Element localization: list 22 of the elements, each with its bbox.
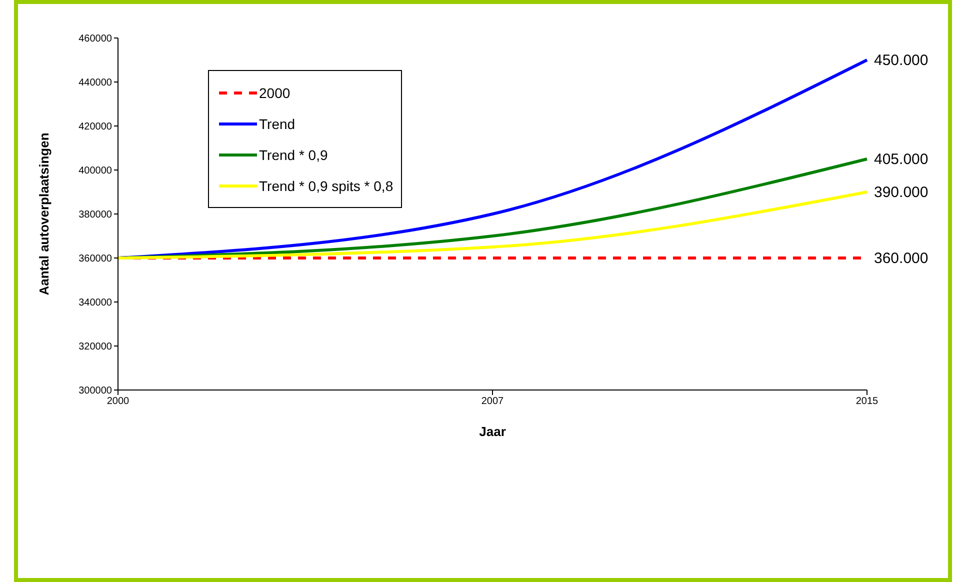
y-tick-label: 440000 xyxy=(78,78,112,89)
data-label: 405.000 xyxy=(874,151,928,168)
legend-label: Trend xyxy=(259,116,296,132)
y-tick-label: 320000 xyxy=(78,342,112,353)
y-axis-title: Aantal autoverplaatsingen xyxy=(36,132,52,296)
data-label: 360.000 xyxy=(874,250,928,267)
y-tick-label: 360000 xyxy=(78,254,112,265)
y-tick-label: 460000 xyxy=(78,34,112,45)
y-tick-label: 340000 xyxy=(78,298,112,309)
y-tick-label: 420000 xyxy=(78,122,112,133)
x-axis-title: Jaar xyxy=(479,424,506,439)
y-tick-label: 400000 xyxy=(78,166,112,177)
legend-label: Trend * 0,9 spits * 0,8 xyxy=(259,178,394,194)
x-tick-label: 2000 xyxy=(106,396,130,408)
x-tick-label: 2015 xyxy=(856,396,879,408)
legend-label: 2000 xyxy=(259,84,290,100)
y-tick-label: 300000 xyxy=(78,386,112,397)
data-label: 390.000 xyxy=(874,184,928,201)
x-tick-label: 2007 xyxy=(481,396,504,408)
data-label: 450.000 xyxy=(874,52,928,69)
legend-label: Trend * 0,9 xyxy=(259,146,328,162)
y-tick-label: 380000 xyxy=(78,210,112,221)
